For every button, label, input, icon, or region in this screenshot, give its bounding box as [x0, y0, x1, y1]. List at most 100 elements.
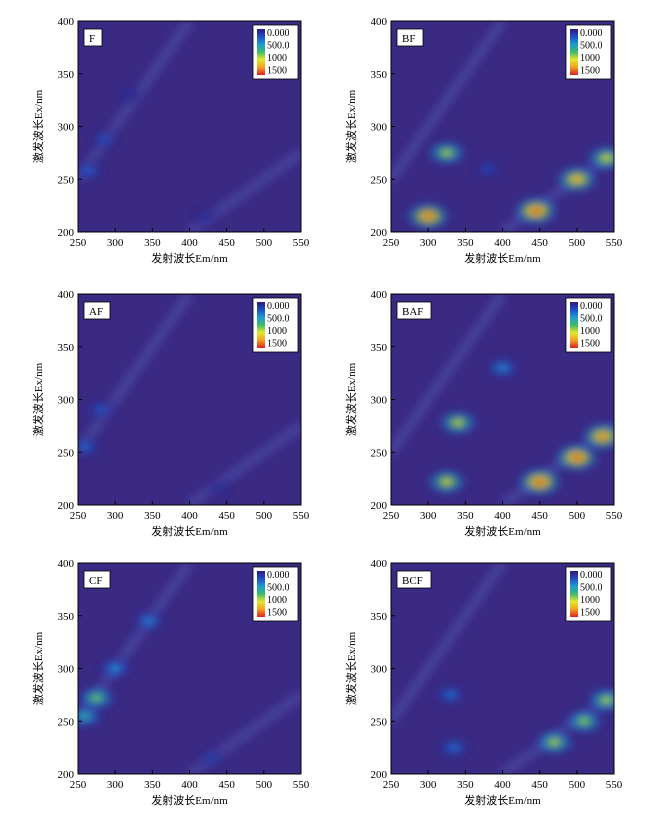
peak-bf-2 — [471, 157, 505, 180]
y-axis-label: 激发波长Ex/nm — [31, 631, 45, 705]
y-tick-label: 350 — [371, 69, 388, 81]
x-tick-label: 300 — [107, 510, 124, 522]
y-tick-label: 200 — [58, 227, 75, 239]
colorbar-label: 500.0 — [267, 583, 290, 594]
x-tick-label: 300 — [420, 510, 437, 522]
x-tick-label: 450 — [218, 237, 235, 249]
scatter-band-first-order — [391, 563, 508, 725]
scatter-band-first-order — [391, 294, 508, 456]
colorbar-label: 500.0 — [580, 314, 603, 325]
plot-body — [78, 563, 301, 774]
peak-bf-3 — [509, 193, 562, 228]
panel-tag-box — [83, 301, 111, 320]
peak-baf-0 — [423, 466, 471, 498]
peak-bf-0 — [402, 199, 454, 232]
y-axis-label: 激发波长Ex/nm — [31, 362, 45, 436]
y-tick-label: 300 — [58, 395, 75, 407]
y-tick-label: 200 — [371, 769, 388, 781]
plot-body — [78, 21, 301, 232]
x-tick-label: 300 — [420, 779, 437, 791]
peak-bf-1 — [423, 137, 470, 169]
y-tick-label: 250 — [58, 447, 75, 459]
colorbar-label: 1000 — [580, 53, 600, 64]
colorbar-label: 0.000 — [267, 28, 290, 39]
y-tick-label: 200 — [371, 227, 388, 239]
x-tick-label: 350 — [457, 510, 474, 522]
x-tick-label: 350 — [457, 779, 474, 791]
colorbar-label: 1500 — [267, 339, 287, 350]
x-tick-label: 450 — [531, 510, 548, 522]
eem-panel-baf: 250 300 350 400 450 500 550200250300350400发射波长… — [344, 289, 623, 538]
x-axis-label: 发射波长Em/nm — [464, 524, 541, 538]
x-tick-label: 300 — [420, 237, 437, 249]
x-tick-label: 400 — [181, 237, 198, 249]
colorbar-gradient — [257, 29, 265, 75]
x-tick-label: 450 — [218, 510, 235, 522]
colorbar-label: 1500 — [580, 339, 600, 350]
peak-f-0 — [78, 159, 107, 183]
plot-body — [391, 563, 614, 774]
x-tick-label: 400 — [181, 779, 198, 791]
y-tick-label: 250 — [58, 716, 75, 728]
x-axis-label: 发射波长Em/nm — [151, 793, 228, 807]
x-tick-label: 300 — [107, 237, 124, 249]
y-tick-label: 350 — [58, 611, 75, 623]
peak-af-2 — [204, 479, 234, 500]
peak-cf-2 — [95, 655, 135, 682]
scatter-band-first-order — [391, 21, 508, 183]
x-tick-label: 400 — [181, 510, 198, 522]
panel-tag-box — [396, 28, 424, 47]
x-tick-label: 550 — [606, 510, 623, 522]
y-tick-label: 400 — [58, 16, 75, 28]
y-tick-label: 400 — [371, 558, 388, 570]
y-tick-label: 300 — [371, 395, 388, 407]
y-tick-label: 200 — [58, 500, 75, 512]
eem-panel-cf: 250 300 350 400 450 500 550200250300350400发射波长… — [31, 558, 310, 807]
panel-tag: CF — [89, 575, 102, 587]
panel-tag: BCF — [402, 575, 423, 587]
panel-tag: BAF — [402, 306, 423, 318]
plot-body — [78, 294, 301, 505]
y-tick-label: 250 — [371, 174, 388, 186]
peak-baf-5 — [577, 419, 614, 454]
x-tick-label: 350 — [144, 510, 161, 522]
panel-tag: AF — [89, 306, 103, 318]
colorbar-gradient — [570, 571, 578, 617]
y-tick-label: 350 — [58, 342, 75, 354]
colorbar-label: 0.000 — [267, 570, 290, 581]
peak-bcf-1 — [435, 735, 473, 760]
colorbar-gradient — [257, 571, 265, 617]
colorbar-label: 1000 — [267, 53, 287, 64]
colorbar-label: 0.000 — [580, 301, 603, 312]
x-tick-label: 550 — [293, 237, 310, 249]
eem-panel-f: 250 300 350 400 450 500 550200250300350400发射波长… — [31, 16, 310, 265]
x-tick-label: 250 — [383, 510, 400, 522]
x-axis-label: 发射波长Em/nm — [151, 251, 228, 265]
y-tick-label: 200 — [371, 500, 388, 512]
y-tick-label: 250 — [371, 447, 388, 459]
x-tick-label: 400 — [494, 510, 511, 522]
colorbar-label: 0.000 — [267, 301, 290, 312]
x-tick-label: 500 — [256, 237, 273, 249]
x-tick-label: 400 — [494, 779, 511, 791]
y-tick-label: 350 — [371, 611, 388, 623]
colorbar-label: 1000 — [580, 595, 600, 606]
x-tick-label: 450 — [531, 779, 548, 791]
peak-f-3 — [189, 206, 219, 227]
panel-tag-box — [83, 28, 103, 47]
y-tick-label: 300 — [371, 122, 388, 134]
x-axis-label: 发射波长Em/nm — [464, 793, 541, 807]
y-axis-label: 激发波长Ex/nm — [31, 89, 45, 163]
peak-bf-5 — [582, 142, 614, 174]
y-tick-label: 300 — [371, 664, 388, 676]
eem-panel-bf: 250 300 350 400 450 500 550200250300350400发射波长… — [344, 16, 623, 265]
y-tick-label: 350 — [371, 342, 388, 354]
x-tick-label: 350 — [144, 237, 161, 249]
peak-bcf-3 — [561, 706, 607, 737]
colorbar-gradient — [570, 302, 578, 348]
colorbar-gradient — [570, 29, 578, 75]
plot-body — [391, 294, 614, 505]
x-tick-label: 250 — [70, 510, 87, 522]
colorbar-gradient — [257, 302, 265, 348]
colorbar-label: 500.0 — [267, 41, 290, 52]
